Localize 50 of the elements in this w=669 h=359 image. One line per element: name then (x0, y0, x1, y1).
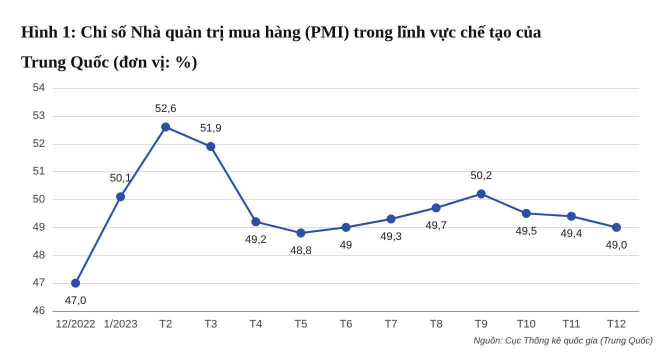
y-tick-label: 54 (32, 82, 45, 94)
data-label: 50,2 (470, 170, 492, 182)
x-tick-label: T8 (430, 318, 443, 330)
point (432, 203, 441, 212)
point (612, 222, 621, 232)
y-tick-label: 47 (32, 277, 45, 290)
data-label: 49,4 (560, 228, 582, 240)
point (251, 217, 260, 226)
x-tick-label: 12/2022 (56, 318, 96, 330)
y-tick-label: 49 (32, 221, 45, 234)
point (566, 212, 576, 221)
y-tick-label: 52 (32, 138, 45, 150)
point (386, 214, 396, 224)
y-tick-label: 53 (32, 110, 45, 122)
y-tick-label: 51 (32, 166, 45, 178)
data-label: 49,0 (606, 239, 628, 252)
data-label: 49,7 (425, 220, 447, 232)
data-label: 50,1 (110, 172, 132, 185)
y-tick-label: 48 (32, 249, 45, 262)
point (206, 142, 216, 152)
point (522, 208, 531, 218)
x-tick-label: T3 (204, 318, 218, 330)
point (71, 278, 80, 288)
data-label: 52,6 (154, 103, 176, 116)
point (342, 222, 350, 232)
data-label: 48,8 (290, 244, 312, 257)
x-tick-label: T9 (474, 318, 488, 330)
text: Nguồn: Cục Thống kê quốc gia (Trung Quốc) (474, 336, 654, 346)
x-tick-label: T11 (562, 318, 580, 330)
x-tick-label: T2 (159, 318, 172, 330)
x-tick-label: T12 (606, 318, 626, 330)
y-tick-label: 46 (32, 305, 45, 317)
y-tick-label: 50 (32, 194, 45, 206)
data-label: 49 (340, 239, 352, 252)
data-label: 49,2 (245, 234, 267, 246)
point (161, 122, 170, 132)
point (116, 192, 126, 202)
x-tick-label: T6 (340, 318, 352, 330)
data-label: 47,0 (64, 295, 86, 308)
data-label: 51,9 (200, 122, 222, 135)
point (476, 189, 486, 198)
data-label: 49,5 (516, 225, 538, 238)
x-tick-label: T10 (516, 318, 536, 330)
x-tick-label: T4 (249, 318, 262, 330)
data-label: 49,3 (380, 231, 402, 244)
point (296, 228, 306, 238)
chart-title: Hình 1: Chỉ số Nhà quản trị mua hàng (PMI) trong lĩnh vực chế tạo của Trung Quốc (đơn vị: %) (21, 22, 546, 72)
x-tick-label: T5 (294, 318, 308, 330)
x-tick-label: 1/2023 (104, 318, 138, 330)
x-tick-label: T7 (384, 318, 398, 330)
